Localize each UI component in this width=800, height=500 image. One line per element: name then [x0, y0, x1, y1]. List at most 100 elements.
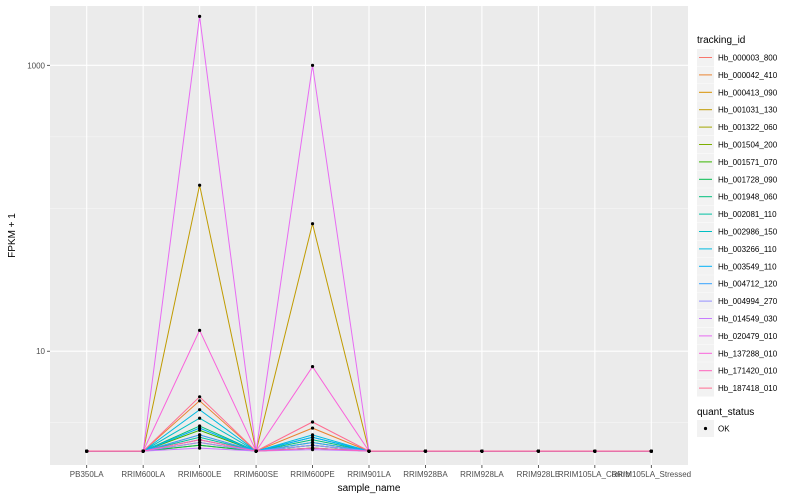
- data-point: [367, 449, 371, 453]
- data-point: [310, 433, 315, 437]
- x-axis-ticks: PB350LA RRIM600LA RRIM600LE RRIM600SE RRIM60…: [70, 465, 691, 479]
- legend-label: Hb_002986_150: [718, 228, 778, 237]
- legend-label: Hb_003266_110: [718, 245, 777, 254]
- y-tick-label: 10: [36, 347, 45, 356]
- data-point: [649, 449, 653, 453]
- series-points: [85, 14, 653, 453]
- legend-label: Hb_187418_010: [718, 384, 778, 393]
- data-point: [536, 449, 540, 453]
- legend-label: Hb_004712_120: [718, 280, 778, 289]
- legend-item: Hb_004994_270: [697, 292, 778, 310]
- data-point: [310, 222, 315, 226]
- data-point: [85, 449, 89, 453]
- status-legend: OK: [697, 420, 730, 437]
- x-tick-label: RRIM600LE: [178, 470, 222, 479]
- legend-item: Hb_137288_010: [697, 344, 778, 362]
- x-axis-title: sample_name: [338, 483, 401, 494]
- legend-item: Hb_001571_070: [697, 153, 778, 171]
- legend-item: Hb_003266_110: [697, 240, 777, 258]
- legend-label: Hb_001031_130: [718, 106, 778, 115]
- data-point: [198, 438, 202, 442]
- data-point: [198, 435, 202, 439]
- data-point: [310, 426, 315, 430]
- legend-item: Hb_000042_410: [697, 66, 778, 84]
- legend-item: Hb_000003_800: [697, 49, 778, 66]
- legend-item: Hb_002986_150: [697, 223, 778, 240]
- data-point: [198, 440, 202, 445]
- x-tick-label: RRIM928LA: [460, 470, 504, 479]
- data-point: [480, 449, 484, 453]
- data-point: [310, 440, 315, 445]
- data-point: [310, 443, 315, 447]
- legend-item: Hb_001031_130: [697, 101, 778, 119]
- legend-label: Hb_020479_010: [718, 332, 778, 341]
- legend-item: Hb_000413_090: [697, 83, 778, 101]
- legend-label: Hb_137288_010: [718, 349, 778, 358]
- legend-label: Hb_171420_010: [718, 367, 778, 376]
- y-axis-ticks: 10 1000: [27, 61, 50, 356]
- legend-item: Hb_001504_200: [697, 136, 778, 153]
- data-point: [310, 438, 315, 442]
- x-tick-label: RRIM105LA_Control: [558, 470, 632, 479]
- legend-label: Hb_003549_110: [718, 262, 777, 271]
- data-point: [198, 14, 202, 18]
- data-point: [198, 426, 202, 430]
- data-point: [198, 399, 202, 403]
- legend-label: Hb_001571_070: [718, 158, 778, 167]
- status-legend-label: OK: [718, 425, 730, 434]
- data-point: [593, 449, 597, 453]
- data-point: [310, 446, 315, 450]
- x-tick-label: RRIM928LE: [517, 470, 561, 479]
- legend-label: Hb_000042_410: [718, 71, 778, 80]
- x-tick-label: RRIM901LA: [347, 470, 391, 479]
- status-legend-item: OK: [697, 420, 730, 437]
- legend-item: Hb_003549_110: [697, 257, 777, 275]
- legend-item: Hb_001948_060: [697, 188, 778, 206]
- status-legend-title: quant_status: [697, 407, 754, 418]
- data-point: [198, 433, 202, 437]
- legend-label: Hb_004994_270: [718, 297, 778, 306]
- legend-item: Hb_020479_010: [697, 327, 778, 345]
- data-point: [141, 449, 145, 453]
- data-point: [198, 183, 202, 187]
- status-legend-point: [703, 426, 708, 431]
- data-point: [310, 365, 315, 369]
- data-point: [310, 435, 315, 439]
- data-point: [198, 395, 202, 399]
- data-point: [198, 416, 202, 420]
- legend-item: Hb_171420_010: [697, 362, 778, 380]
- x-tick-label: RRIM105LA_Stressed: [612, 470, 692, 479]
- legend-item: Hb_001728_090: [697, 170, 778, 188]
- y-axis-title: FPKM + 1: [7, 213, 18, 258]
- legend-item: Hb_014549_030: [697, 310, 778, 327]
- data-point: [198, 408, 202, 412]
- legend-label: Hb_001322_060: [718, 123, 778, 132]
- legend-label: Hb_001728_090: [718, 175, 778, 184]
- data-point: [198, 328, 202, 332]
- legend-title: tracking_id: [697, 35, 745, 46]
- legend-item: Hb_004712_120: [697, 275, 778, 293]
- data-point: [310, 420, 315, 424]
- legend-item: Hb_002081_110: [697, 205, 777, 223]
- legend-label: Hb_000413_090: [718, 88, 778, 97]
- data-point: [198, 446, 202, 450]
- data-point: [423, 449, 428, 453]
- x-tick-label: RRIM928BA: [403, 470, 448, 479]
- x-tick-label: RRIM600PE: [290, 470, 334, 479]
- legend-item: Hb_001322_060: [697, 118, 778, 136]
- data-point: [198, 443, 202, 447]
- legend-label: Hb_014549_030: [718, 315, 778, 324]
- data-point: [310, 63, 315, 67]
- data-point: [254, 449, 258, 453]
- major-gridlines: [50, 6, 688, 465]
- legend-label: Hb_002081_110: [718, 210, 777, 219]
- legend-label: Hb_000003_800: [718, 54, 778, 63]
- y-tick-label: 1000: [27, 61, 45, 70]
- x-tick-label: RRIM600LA: [121, 470, 165, 479]
- x-tick-label: RRIM600SE: [234, 470, 278, 479]
- x-tick-label: PB350LA: [70, 470, 104, 479]
- legend-label: Hb_001504_200: [718, 141, 778, 150]
- legend-item: Hb_187418_010: [697, 379, 778, 397]
- legend-label: Hb_001948_060: [718, 193, 778, 202]
